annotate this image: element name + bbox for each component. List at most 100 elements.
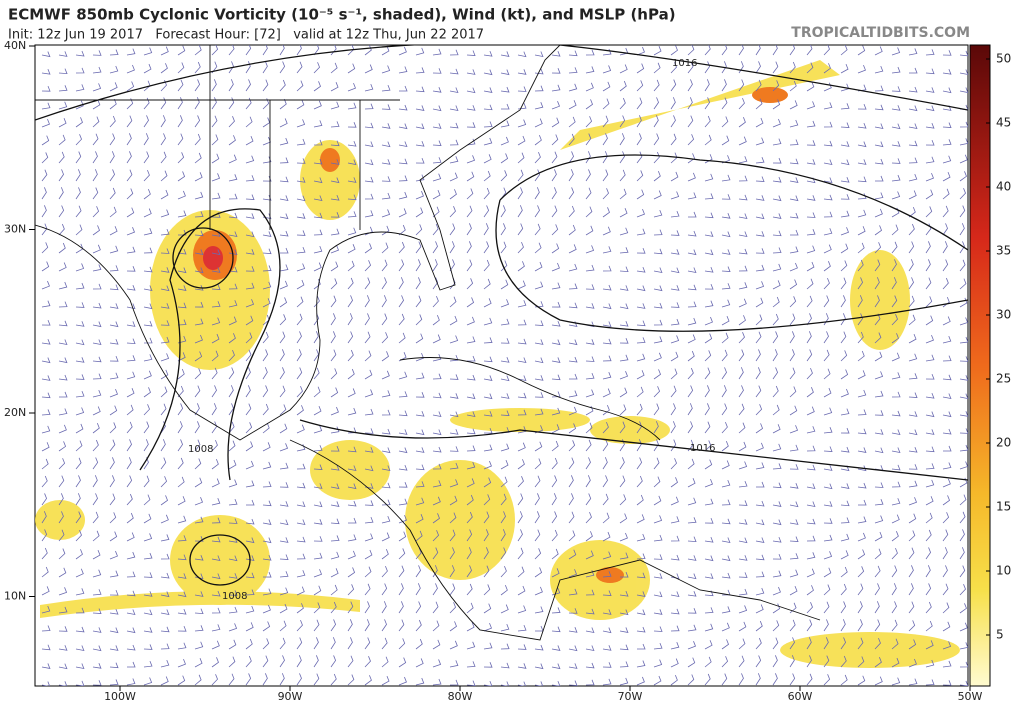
wind-barb — [92, 339, 102, 346]
wind-barb — [398, 85, 408, 92]
wind-barb — [891, 191, 901, 200]
wind-barb — [296, 99, 305, 110]
wind-barb — [381, 277, 387, 290]
wind-barb — [449, 495, 458, 506]
wind-barb — [92, 457, 99, 470]
wind-barb — [602, 284, 612, 291]
wind-barb — [432, 295, 439, 308]
wind-barb — [398, 447, 408, 454]
wind-barb — [908, 513, 917, 524]
wind-barb — [670, 573, 680, 580]
wind-barb — [364, 243, 372, 254]
wind-barb — [177, 97, 183, 110]
wind-barb — [296, 637, 303, 650]
wind-barb — [245, 572, 255, 579]
wind-barb — [143, 552, 153, 560]
wind-barb — [823, 331, 829, 344]
wind-barb — [908, 547, 915, 560]
wind-barb — [194, 191, 204, 200]
wind-barb — [500, 643, 510, 650]
wind-barb — [568, 569, 578, 578]
wind-barb — [313, 295, 320, 308]
wind-barb — [568, 283, 578, 290]
wind-barb — [585, 627, 595, 634]
wind-barb — [228, 316, 237, 326]
wind-barb — [92, 169, 98, 182]
wind-barb — [534, 223, 541, 236]
wind-barb — [92, 475, 98, 488]
wind-barb — [398, 657, 407, 668]
wind-barb — [636, 208, 645, 218]
wind-barb — [126, 81, 135, 92]
wind-barb — [619, 513, 628, 524]
wind-barb — [500, 357, 510, 363]
wind-barb — [160, 285, 170, 292]
wind-barb — [194, 536, 204, 542]
wind-barb — [857, 532, 866, 542]
wind-barb — [959, 138, 968, 146]
wind-barb — [738, 315, 746, 326]
wind-barb — [619, 97, 626, 110]
wind-barb — [364, 45, 372, 56]
wind-barb — [670, 368, 678, 380]
wind-barb — [704, 478, 713, 488]
wind-barb — [415, 497, 425, 506]
wind-barb — [857, 259, 864, 272]
wind-barb — [534, 151, 541, 164]
wind-barb — [891, 224, 899, 236]
wind-barb — [670, 496, 679, 506]
wind-barb — [925, 49, 935, 56]
wind-barb — [381, 141, 391, 148]
wind-barb — [160, 133, 166, 146]
wind-barb — [466, 622, 475, 632]
wind-barb — [738, 97, 745, 110]
wind-barb — [721, 403, 728, 416]
wind-barb — [636, 248, 646, 254]
wind-barb — [687, 674, 695, 686]
wind-barb — [619, 532, 628, 542]
wind-barb — [670, 554, 680, 561]
wind-barb — [415, 259, 421, 272]
wind-barb — [908, 678, 918, 686]
wind-barb — [619, 115, 626, 128]
wind-barb — [109, 49, 119, 56]
wind-barb — [806, 501, 816, 508]
wind-barb — [228, 421, 235, 434]
wind-barb — [959, 259, 966, 272]
wind-barb — [75, 440, 83, 452]
wind-barb — [738, 441, 747, 452]
wind-barb — [330, 464, 340, 471]
wind-barb — [109, 388, 118, 398]
wind-barb — [262, 248, 272, 255]
wind-barb — [262, 403, 269, 416]
wind-barb — [143, 303, 153, 310]
wind-barb — [789, 158, 799, 165]
wind-barb — [449, 206, 456, 218]
wind-barb — [891, 174, 901, 182]
wind-barb — [143, 677, 153, 686]
wind-barb — [279, 519, 289, 526]
wind-barb — [568, 67, 578, 74]
wind-barb — [211, 657, 219, 668]
wind-barb — [143, 151, 150, 164]
wind-barb — [143, 63, 152, 74]
wind-barb — [313, 637, 319, 650]
wind-barb — [551, 187, 557, 200]
wind-barb — [432, 530, 440, 542]
wind-barb — [177, 403, 184, 416]
wind-barb — [449, 139, 459, 146]
wind-barb — [500, 410, 510, 416]
wind-barb — [245, 622, 254, 632]
wind-barb — [534, 242, 542, 254]
wind-barb — [483, 427, 493, 434]
wind-barb — [908, 620, 916, 632]
wind-barb — [432, 259, 438, 272]
wind-barb — [942, 87, 952, 94]
wind-barb — [551, 475, 558, 488]
wind-barb — [891, 123, 901, 130]
wind-barb — [806, 387, 814, 398]
wind-barb — [789, 655, 795, 668]
wind-barb — [772, 157, 782, 164]
wind-barb — [75, 339, 85, 346]
wind-barb — [687, 301, 697, 308]
